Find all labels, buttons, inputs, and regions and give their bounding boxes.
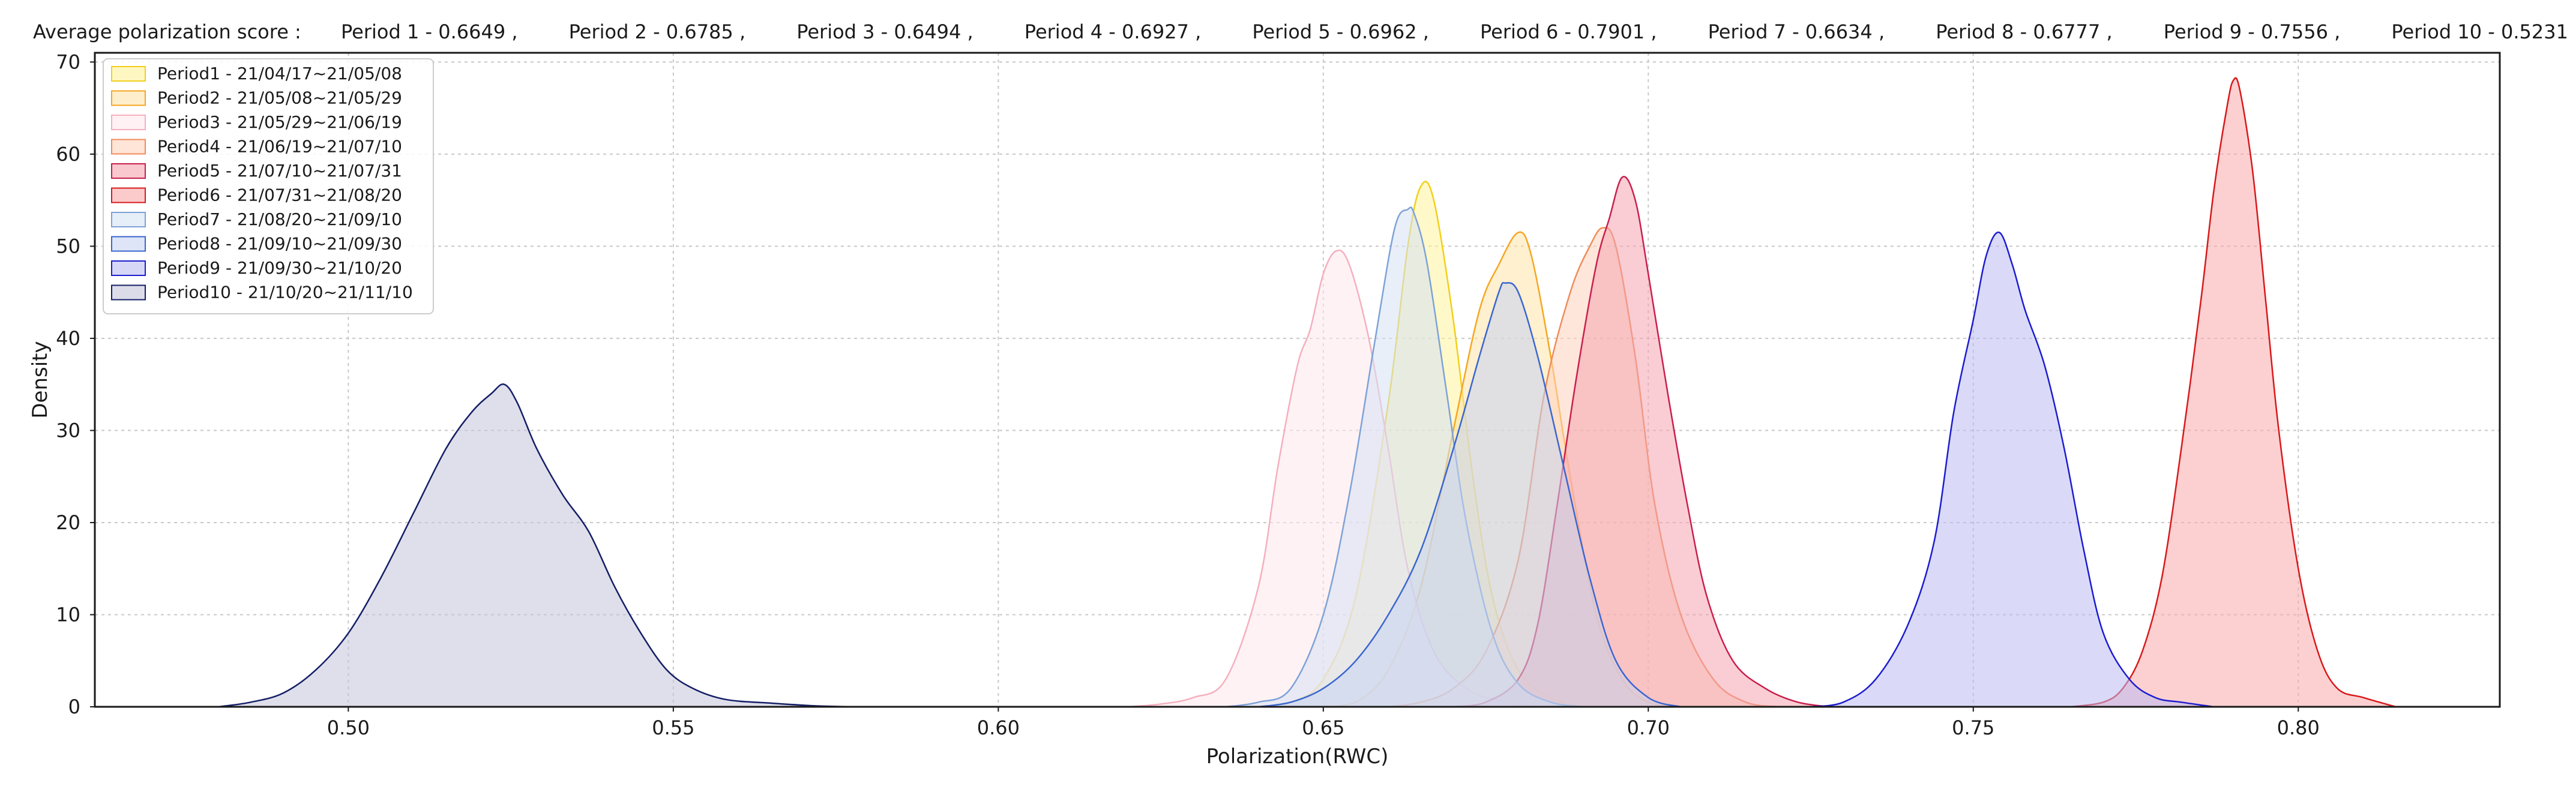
legend-swatch-period-6 [111,187,146,203]
line-period-8 [1258,282,1681,708]
y-tick-label-7: 70 [56,50,80,73]
legend-item-period-9: Period9 - 21/09/30~21/10/20 [111,258,402,278]
legend-item-period-4: Period4 - 21/06/19~21/07/10 [111,137,402,157]
period-score-7: Period 7 - 0.6634 , [1708,20,1885,43]
period-score-6: Period 6 - 0.7901 , [1480,20,1657,43]
y-axis-ticks: 0 10 20 30 40 50 60 70 [56,50,95,718]
legend-item-period-6: Period6 - 21/07/31~21/08/20 [111,185,402,205]
legend-label-period-8: Period8 - 21/09/10~21/09/30 [157,234,402,254]
legend-swatch-period-3 [111,115,146,130]
legend-label-period-4: Period4 - 21/06/19~21/07/10 [157,137,402,157]
area-period-9 [1811,232,2214,707]
x-axis-label: Polarization(RWC) [1206,745,1389,769]
x-tick-label-3: 0.65 [1302,716,1344,739]
legend-label-period-7: Period7 - 21/08/20~21/09/10 [157,209,402,229]
legend-swatch-period-7 [111,212,146,227]
legend-label-period-10: Period10 - 21/10/20~21/11/10 [157,283,413,302]
legend-swatch-period-4 [111,139,146,155]
y-tick-label-5: 50 [56,235,80,257]
x-tick-label-2: 0.60 [977,716,1020,739]
line-period-10 [218,383,856,708]
legend-item-period-10: Period10 - 21/10/20~21/11/10 [111,283,413,302]
area-period-6 [2071,77,2396,707]
area-period-7 [1226,207,1583,707]
x-axis-ticks: 0.50 0.55 0.60 0.65 0.70 0.75 0.80 [327,707,2320,739]
area-period-8 [1258,283,1681,707]
legend-item-period-3: Period3 - 21/05/29~21/06/19 [111,112,402,132]
period-score-8: Period 8 - 0.6777 , [1936,20,2113,43]
legend-swatch-period-1 [111,66,146,82]
legend-label-period-1: Period1 - 21/04/17~21/05/08 [157,64,402,83]
legend-label-period-5: Period5 - 21/07/10~21/07/31 [157,161,402,181]
x-tick-label-1: 0.55 [652,716,694,739]
y-tick-label-3: 30 [56,419,80,442]
y-tick-label-4: 40 [56,327,80,350]
x-tick-label-5: 0.75 [1952,716,1994,739]
area-period-10 [218,384,856,707]
y-tick-label-6: 60 [56,143,80,166]
period-score-9: Period 9 - 0.7556 , [2164,20,2341,43]
series-period-6 [2071,77,2397,708]
series-period-10 [218,383,856,708]
line-period-6 [2071,77,2397,708]
y-tick-label-1: 10 [56,603,80,626]
period-score-5: Period 5 - 0.6962 , [1252,20,1429,43]
legend-label-period-6: Period6 - 21/07/31~21/08/20 [157,185,402,205]
period-score-10: Period 10 - 0.5231 [2391,20,2568,43]
x-tick-label-0: 0.50 [327,716,370,739]
scores-header-label: Average polarization score : [33,20,301,43]
legend-label-period-2: Period2 - 21/05/08~21/05/29 [157,88,402,108]
period-score-1: Period 1 - 0.6649 , [341,20,518,43]
legend-item-period-7: Period7 - 21/08/20~21/09/10 [111,209,402,229]
y-tick-label-2: 20 [56,511,80,534]
period-score-2: Period 2 - 0.6785 , [569,20,746,43]
series-period-8 [1258,282,1681,708]
legend-swatch-period-8 [111,236,146,252]
y-tick-label-0: 0 [68,695,80,718]
density-areas [218,77,2397,708]
legend-swatch-period-5 [111,163,146,179]
line-period-9 [1810,232,2214,708]
legend: Period1 - 21/04/17~21/05/08 Period2 - 21/… [103,58,434,314]
legend-item-period-5: Period5 - 21/07/10~21/07/31 [111,161,402,181]
plot-frame [94,52,2501,708]
period-score-3: Period 3 - 0.6494 , [796,20,974,43]
area-period-3 [1128,250,1551,707]
legend-swatch-period-10 [111,284,146,301]
legend-label-period-3: Period3 - 21/05/29~21/06/19 [157,112,402,132]
legend-item-period-8: Period8 - 21/09/10~21/09/30 [111,234,402,254]
legend-item-period-2: Period2 - 21/05/08~21/05/29 [111,88,402,108]
legend-item-period-1: Period1 - 21/04/17~21/05/08 [111,64,402,83]
legend-label-period-9: Period9 - 21/09/30~21/10/20 [157,258,402,278]
legend-swatch-period-2 [111,90,146,106]
y-axis-label: Density [28,341,52,418]
average-polarization-header: Average polarization score : Period 1 - … [33,20,2568,43]
x-tick-label-6: 0.80 [2277,716,2320,739]
series-period-9 [1810,232,2214,708]
legend-swatch-period-9 [111,260,146,276]
legend-box [103,58,434,314]
period-score-4: Period 4 - 0.6927 , [1025,20,1202,43]
x-tick-label-4: 0.70 [1627,716,1670,739]
